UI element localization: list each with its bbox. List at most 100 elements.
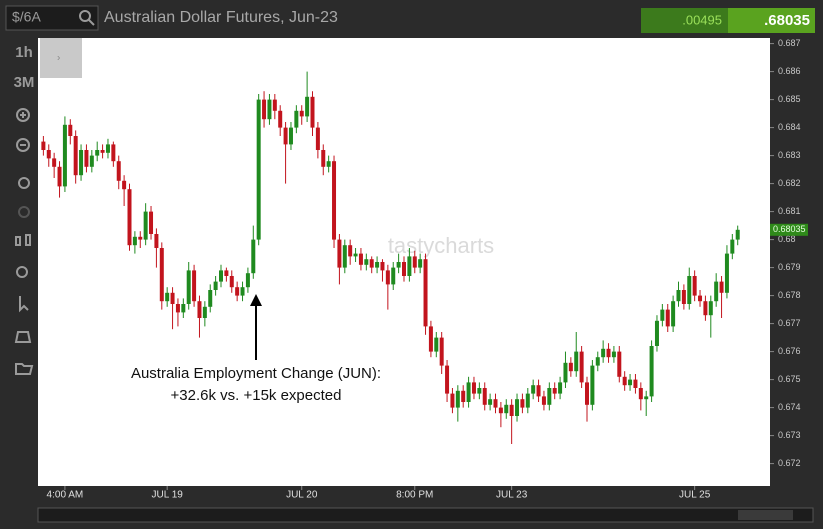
candle-body [175, 304, 180, 313]
candle-body [455, 390, 460, 408]
x-tick-label: 4:00 AM [47, 490, 84, 501]
zoom-in[interactable] [16, 108, 30, 122]
annotation-arrowhead [250, 294, 262, 306]
candle-body [434, 337, 439, 352]
y-tick-label: 0.68 [778, 234, 796, 244]
x-tick-label: JUL 23 [496, 490, 528, 501]
candle-body [262, 99, 267, 120]
scrollbar[interactable] [37, 507, 814, 523]
candle-body [536, 385, 541, 397]
candle-body [450, 393, 455, 408]
y-tick-label: 0.676 [778, 346, 801, 356]
chart-type[interactable] [15, 236, 21, 246]
candle-body [342, 245, 347, 268]
candle-body [681, 290, 686, 304]
candle-body [714, 281, 719, 302]
cursor[interactable] [19, 296, 29, 313]
y-tick-label: 0.677 [778, 318, 801, 328]
candle-body [154, 234, 159, 248]
candle-body [305, 96, 310, 117]
candle-body [369, 259, 374, 268]
drawings[interactable] [18, 206, 30, 218]
studies[interactable] [18, 177, 30, 189]
candle-body [315, 127, 320, 150]
candle-body [541, 396, 546, 405]
candle-body [595, 357, 600, 366]
y-tick-label: 0.675 [778, 374, 801, 384]
layout[interactable] [14, 331, 32, 343]
settings[interactable] [16, 266, 28, 278]
search-icon[interactable] [79, 10, 91, 22]
candle-body [100, 150, 105, 153]
candle-body [504, 404, 509, 414]
price-change: .00495 [682, 12, 722, 27]
plot: tastycharts Australia Employment Change (… [41, 71, 740, 444]
change-box [641, 8, 728, 33]
x-tick-label: JUL 25 [679, 490, 711, 501]
candle-body [89, 155, 94, 167]
symbol-box[interactable] [5, 5, 99, 31]
collapse-panel[interactable] [40, 38, 82, 78]
candle-body [520, 399, 525, 408]
candle-body [202, 306, 207, 318]
y-tick-label: 0.684 [778, 122, 801, 132]
candle-body [385, 270, 390, 285]
candle-body [267, 99, 272, 120]
y-tick-label: 0.687 [778, 38, 801, 48]
candle-body [213, 281, 218, 290]
candle-body [219, 270, 223, 282]
candle-body [585, 382, 589, 405]
instrument-title: Australian Dollar Futures, Jun-23 [104, 9, 338, 26]
candle-body [735, 229, 740, 240]
zoom-out[interactable] [16, 138, 30, 152]
x-tick-label: JUL 19 [152, 490, 184, 501]
candle-body [46, 150, 51, 159]
candle-body [601, 348, 606, 358]
candle-body [671, 301, 676, 327]
interval-button[interactable]: 1h [15, 44, 33, 61]
candle-body [402, 262, 406, 276]
candle-body [531, 385, 536, 394]
candle-body [348, 245, 353, 257]
candle-body [240, 287, 245, 296]
candle-body [149, 211, 154, 234]
candle-body [493, 399, 498, 408]
last-price: .68035 [764, 12, 810, 29]
open-folder[interactable] [15, 363, 34, 375]
candle-body [288, 127, 293, 145]
candle-body [579, 351, 584, 383]
candle-body [111, 144, 116, 162]
candle-body [294, 110, 299, 128]
candle-body [165, 292, 170, 302]
last-price-marker [770, 223, 808, 236]
candle-body [498, 407, 503, 414]
scroll-thumb[interactable] [738, 510, 793, 520]
candle-body [563, 362, 568, 383]
x-tick-label: 8:00 PM [396, 490, 433, 501]
candle-body [127, 189, 132, 246]
candle-body [310, 96, 315, 128]
candle-body [272, 99, 277, 111]
candle-body [321, 150, 326, 167]
candle-body [418, 259, 423, 268]
candle-body [391, 267, 396, 285]
candle-body [326, 161, 331, 167]
candle-body [617, 351, 622, 377]
candle-body [143, 211, 148, 240]
x-tick-label: JUL 20 [286, 490, 318, 501]
candle-body [186, 270, 191, 304]
symbol: $/6A [12, 9, 41, 25]
y-tick-label: 0.674 [778, 402, 801, 412]
candle-body [638, 388, 643, 400]
y-tick-label: 0.686 [778, 66, 801, 76]
candle-body [547, 388, 552, 405]
candle-body [224, 270, 229, 276]
candle-body [477, 388, 482, 394]
candle-body [62, 124, 67, 187]
candle-body [654, 320, 659, 346]
range-button[interactable]: 3M [14, 74, 35, 91]
candle-body [396, 262, 401, 268]
candle-body [676, 290, 681, 302]
